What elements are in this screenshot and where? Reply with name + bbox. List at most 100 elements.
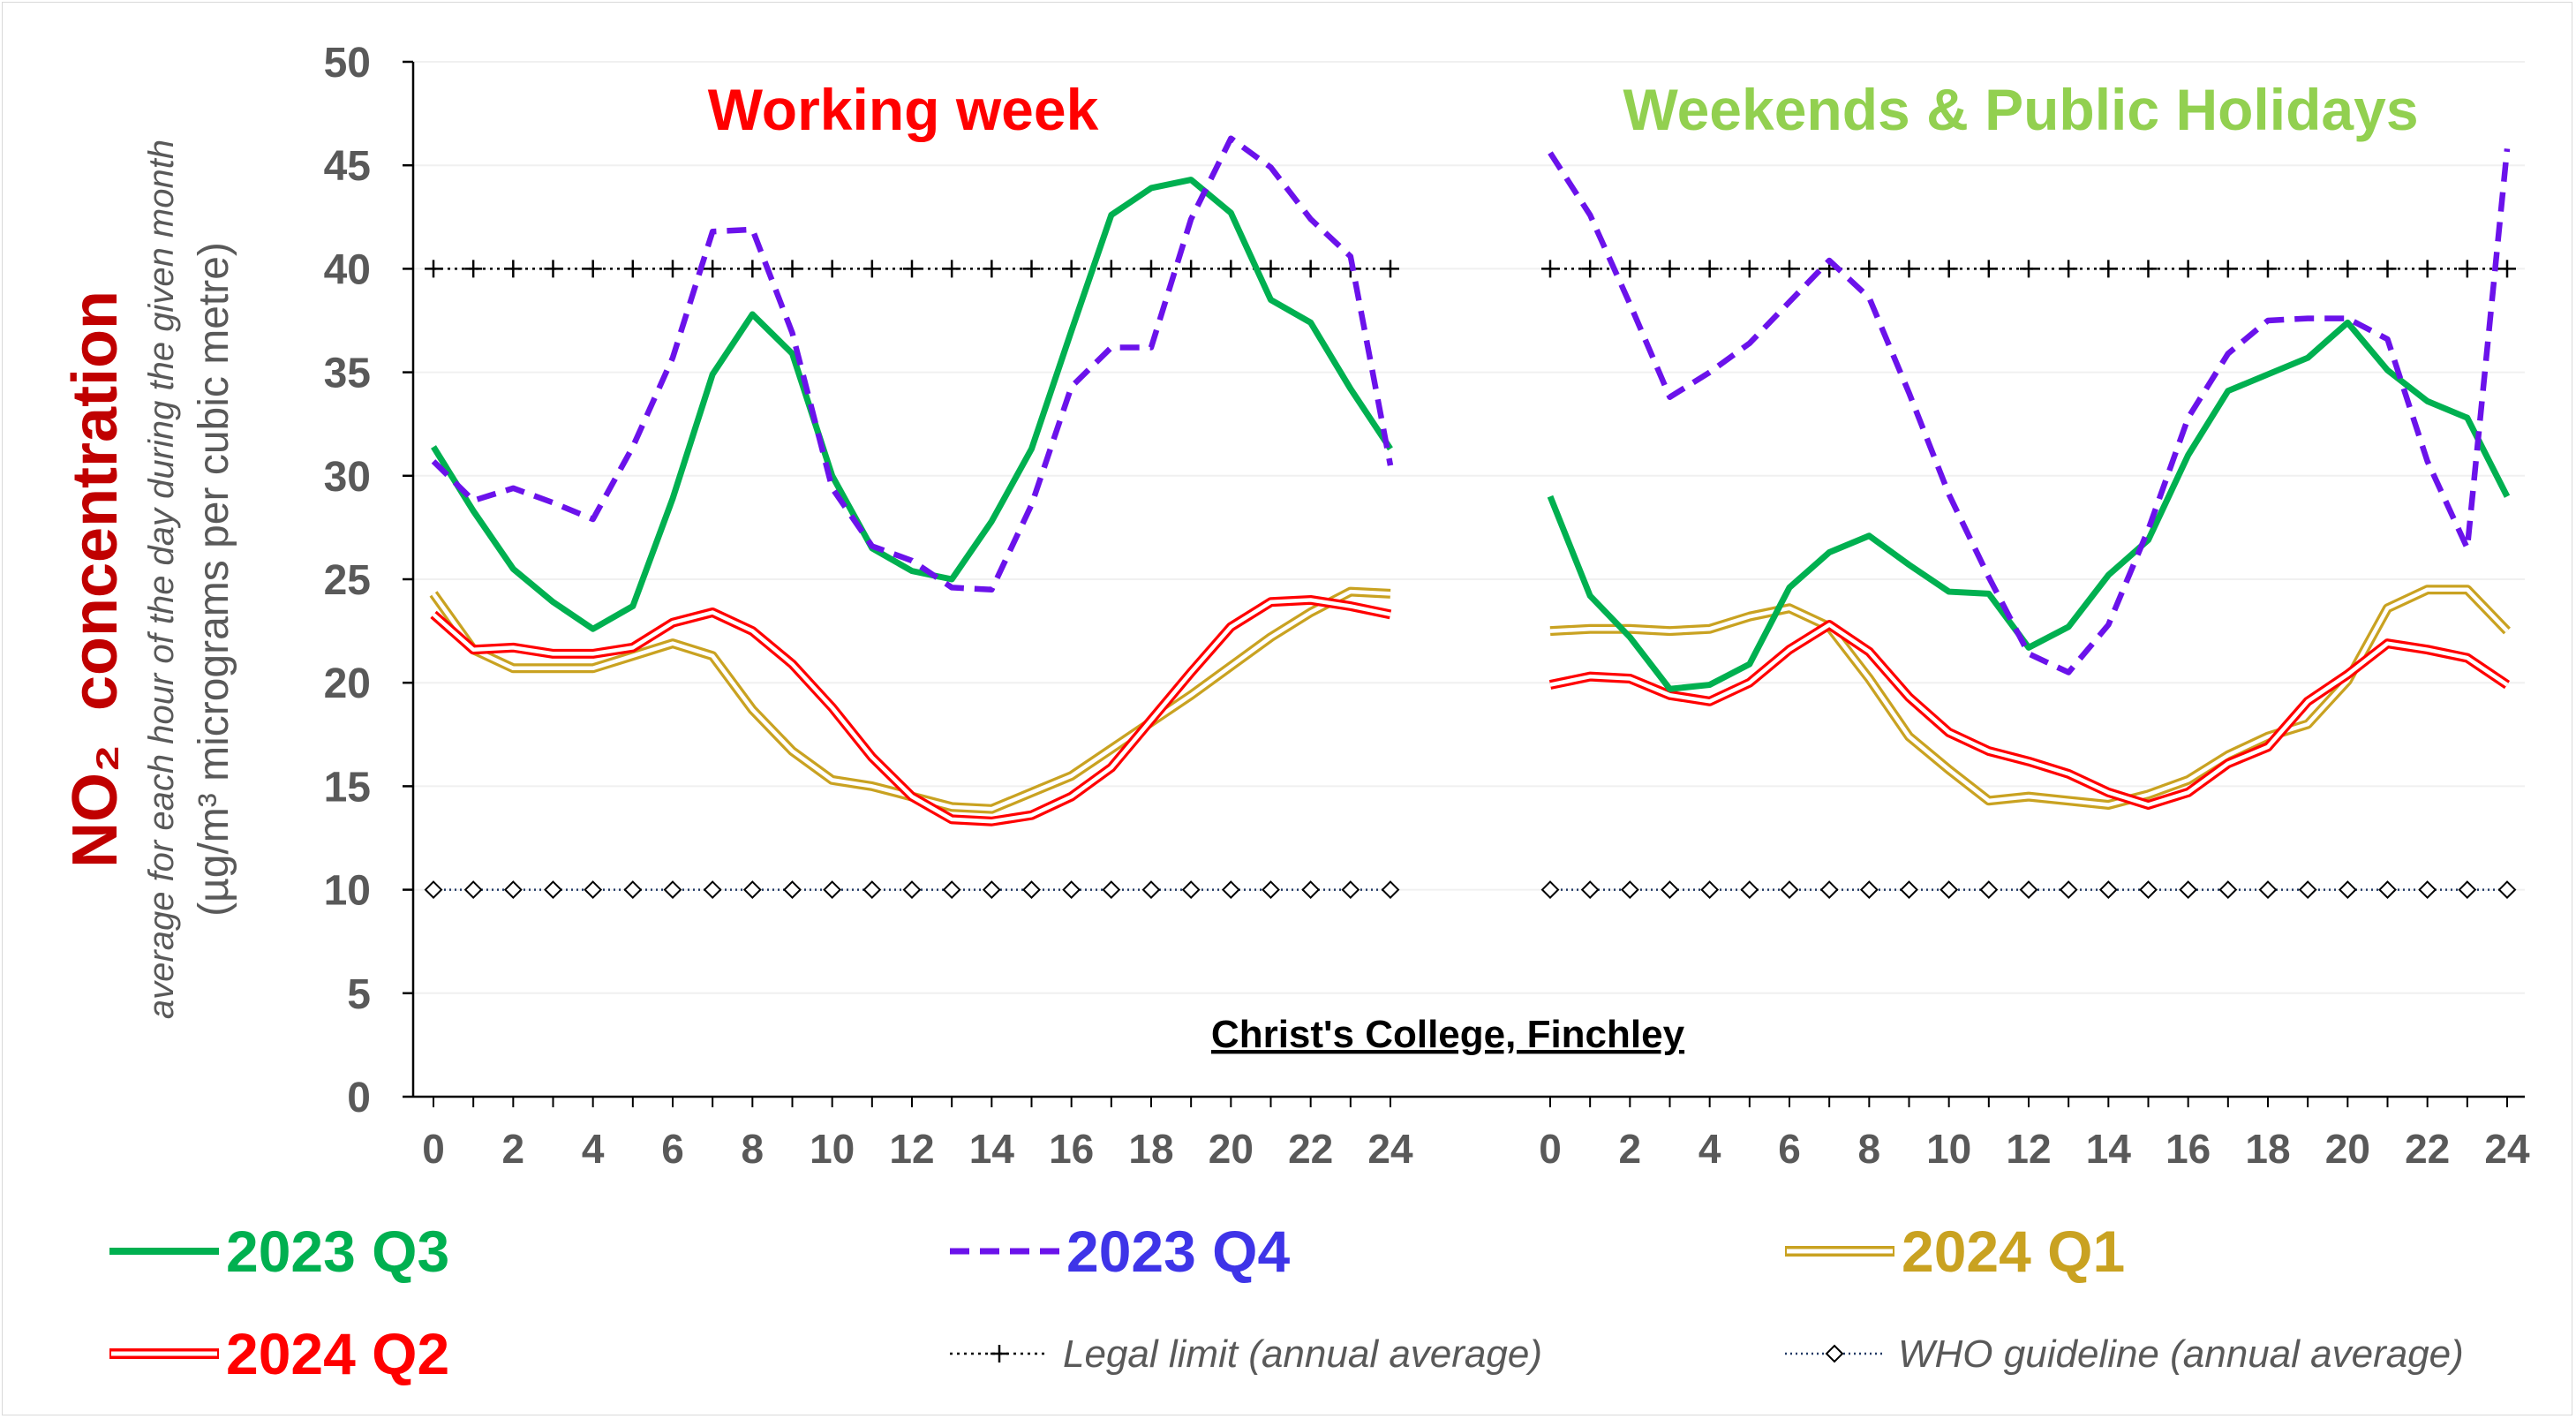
legal-limit-marker (1062, 260, 1081, 278)
legal-limit-marker (823, 260, 841, 278)
who-guideline-marker (1700, 880, 1720, 900)
who-guideline-marker (2258, 880, 2278, 900)
x-tick-label: 12 (889, 1126, 934, 1172)
x-tick-label: 8 (742, 1126, 765, 1172)
legal-limit-marker (983, 260, 1001, 278)
legal-limit-marker (2139, 260, 2158, 278)
who-guideline-marker (623, 880, 643, 900)
who-guideline-marker (1740, 880, 1759, 900)
x-tick-label: 4 (1699, 1126, 1721, 1172)
who-guideline-marker (2218, 880, 2238, 900)
legal-limit-marker (544, 260, 562, 278)
y-tick-label: 50 (324, 40, 371, 87)
x-tick-label: 22 (2405, 1126, 2450, 1172)
who-guideline-marker (1819, 880, 1839, 900)
x-tick-label: 4 (582, 1126, 605, 1172)
legal-limit-marker (1182, 260, 1201, 278)
gridlines (413, 61, 2525, 994)
series-2024-q1-working-line-inner (432, 589, 1391, 811)
who-guideline-marker (1580, 880, 1600, 900)
legal-limit-marker (2458, 260, 2476, 278)
legal-limit-marker (2498, 260, 2516, 278)
series-2024-q2-weekend-line-inner (1549, 623, 2509, 807)
who-guideline-marker (1102, 880, 1121, 900)
who-guideline-marker (1979, 880, 1999, 900)
who-guideline-marker (2019, 880, 2038, 900)
reference-lines (424, 260, 2517, 900)
series-2023-q3-weekend-line (1547, 319, 2511, 692)
series-2024-q1-working-line (429, 586, 1391, 814)
legend-label-2024-q2: 2024 Q2 (226, 1321, 449, 1386)
legal-limit-marker (990, 1345, 1008, 1362)
x-tick-label: 10 (810, 1126, 855, 1172)
legend-label-2023-q3: 2023 Q3 (226, 1219, 449, 1284)
x-tick-label: 8 (1858, 1126, 1881, 1172)
legal-limit-marker (2179, 260, 2197, 278)
series-2023-q4-weekend-line (1548, 148, 2511, 676)
who-guideline-marker (942, 880, 961, 900)
who-guideline-marker (1341, 880, 1360, 900)
legal-limit-marker (1940, 260, 1958, 278)
legal-limit-marker (1860, 260, 1879, 278)
y-tick-label: 25 (324, 557, 371, 604)
legal-limit-marker (1581, 260, 1600, 278)
who-guideline-marker (2338, 880, 2357, 900)
x-ticks: 0 2 4 6 8 10 12 14 16 18 20 22 24 0 2 4 6 8 10 12 14 16 18 20 22… (422, 1097, 2530, 1172)
who-guideline-marker (862, 880, 882, 900)
legal-limit-marker (2218, 260, 2237, 278)
series-2024-q2-working-line-inner (432, 598, 1391, 824)
legal-limit-marker (1222, 260, 1240, 278)
who-guideline-marker (1620, 880, 1639, 900)
legal-limit-marker (1900, 260, 1918, 278)
who-guideline-marker (1859, 880, 1879, 900)
legal-limit-marker (862, 260, 881, 278)
legend-label-who-guideline: WHO guideline (annual average) (1898, 1332, 2464, 1376)
series-2024-q2-working-line (430, 594, 1392, 826)
y-label-formula: NO₂ (60, 744, 131, 868)
who-guideline-marker (2298, 880, 2317, 900)
who-guideline-marker (584, 880, 603, 900)
legend-label-2023-q4: 2023 Q4 (1066, 1219, 1290, 1284)
legend: 2023 Q3 2023 Q4 2024 Q1 2024 Q2 Legal limit … (109, 1219, 2464, 1386)
x-tick-label: 6 (661, 1126, 684, 1172)
who-guideline-marker (1262, 880, 1280, 900)
legal-limit-marker (2339, 260, 2357, 278)
x-tick-label: 6 (1778, 1126, 1801, 1172)
who-guideline-marker (1301, 880, 1321, 900)
legal-limit-marker (623, 260, 642, 278)
y-label-units: (µg/m³ micrograms per cubic metre) (191, 242, 237, 917)
who-guideline-marker (1540, 880, 1560, 900)
series-2024-q1-weekend-line-inner (1549, 587, 2509, 807)
y-tick-label: 0 (347, 1075, 371, 1121)
svg-text:NO₂ concentration: NO₂ concentration (60, 291, 131, 868)
legal-limit-marker (425, 260, 442, 278)
legal-limit-marker (584, 260, 602, 278)
who-guideline-marker (1780, 880, 1799, 900)
legal-limit-marker (1740, 260, 1759, 278)
series-2023-q4-working-line (431, 135, 1394, 593)
panel-title-weekends: Weekends & Public Holidays (1623, 77, 2418, 142)
legend-label-2024-q1: 2024 Q1 (1902, 1219, 2125, 1284)
x-tick-label: 18 (2245, 1126, 2290, 1172)
y-tick-label: 35 (324, 351, 371, 397)
y-tick-label: 45 (324, 143, 371, 190)
legal-limit-marker (2299, 260, 2317, 278)
who-guideline-marker (902, 880, 922, 900)
who-guideline-marker (1825, 1344, 1844, 1363)
legal-limit-marker (783, 260, 802, 278)
who-guideline-marker (2098, 880, 2118, 900)
who-guideline-marker (1022, 880, 1041, 900)
legal-limit-marker (1301, 260, 1320, 278)
y-label-sub: average for each hour of the day during … (142, 140, 181, 1019)
who-guideline-marker (544, 880, 562, 900)
location-label: Christ's College, Finchley (1211, 1013, 1685, 1056)
who-guideline-marker (663, 880, 682, 900)
who-guideline-marker (703, 880, 722, 900)
y-tick-label: 20 (324, 660, 371, 707)
legal-limit-marker (2020, 260, 2037, 278)
series-2023-q3-working-line (431, 177, 1393, 632)
legal-limit-marker (2099, 260, 2118, 278)
who-guideline-marker (424, 880, 443, 900)
legal-limit-marker (2418, 260, 2437, 278)
